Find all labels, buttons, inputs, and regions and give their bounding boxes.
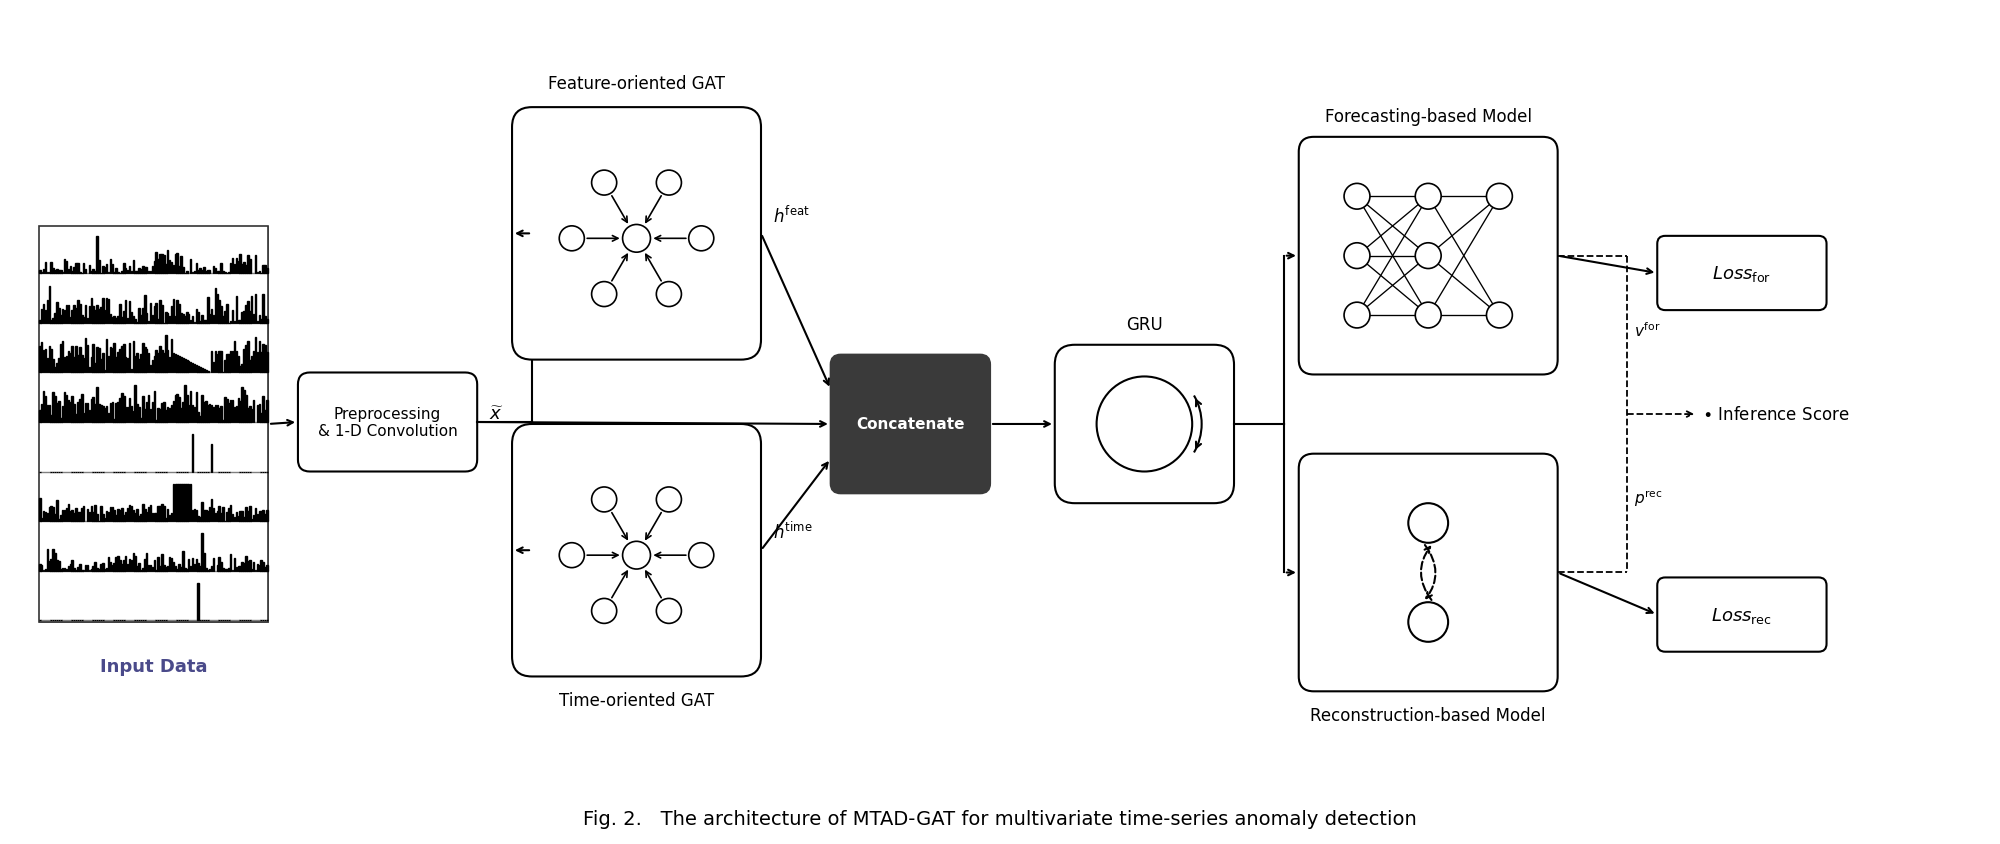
Bar: [40, 523, 268, 573]
Text: $v^{\mathrm{for}}$: $v^{\mathrm{for}}$: [1634, 322, 1660, 340]
FancyBboxPatch shape: [1658, 236, 1826, 311]
Text: $h^{\mathrm{time}}$: $h^{\mathrm{time}}$: [772, 522, 812, 543]
Circle shape: [688, 543, 714, 568]
Bar: [40, 375, 268, 425]
Circle shape: [1344, 243, 1370, 269]
Text: Forecasting-based Model: Forecasting-based Model: [1324, 108, 1532, 126]
FancyBboxPatch shape: [40, 227, 268, 622]
Text: Time-oriented GAT: Time-oriented GAT: [558, 691, 714, 710]
FancyBboxPatch shape: [512, 425, 760, 677]
Circle shape: [1416, 243, 1442, 269]
Circle shape: [656, 170, 682, 196]
Bar: [40, 474, 268, 523]
Bar: [40, 227, 268, 276]
Circle shape: [592, 598, 616, 624]
FancyBboxPatch shape: [512, 108, 760, 360]
Text: $h^{\mathrm{feat}}$: $h^{\mathrm{feat}}$: [772, 205, 810, 226]
FancyBboxPatch shape: [1054, 345, 1234, 504]
Circle shape: [592, 282, 616, 307]
Bar: [40, 326, 268, 375]
Text: $\bullet$ Inference Score: $\bullet$ Inference Score: [1702, 406, 1850, 424]
Bar: [40, 573, 268, 622]
Bar: [40, 276, 268, 326]
Text: Feature-oriented GAT: Feature-oriented GAT: [548, 75, 726, 93]
Circle shape: [622, 542, 650, 570]
Circle shape: [1096, 377, 1192, 472]
FancyBboxPatch shape: [1658, 578, 1826, 652]
Text: $p^{\mathrm{rec}}$: $p^{\mathrm{rec}}$: [1634, 489, 1662, 509]
Circle shape: [560, 543, 584, 568]
Circle shape: [622, 225, 650, 253]
Circle shape: [592, 487, 616, 512]
Circle shape: [1344, 184, 1370, 210]
Text: Concatenate: Concatenate: [856, 417, 964, 432]
Circle shape: [1416, 303, 1442, 328]
Text: $\mathit{Loss}_{\mathrm{rec}}$: $\mathit{Loss}_{\mathrm{rec}}$: [1712, 605, 1772, 625]
FancyBboxPatch shape: [1298, 454, 1558, 691]
Circle shape: [1416, 184, 1442, 210]
Text: $\widetilde{x}$: $\widetilde{x}$: [490, 406, 504, 424]
Circle shape: [1408, 603, 1448, 642]
Text: Reconstruction-based Model: Reconstruction-based Model: [1310, 706, 1546, 724]
Text: Fig. 2.   The architecture of MTAD-GAT for multivariate time-series anomaly dete: Fig. 2. The architecture of MTAD-GAT for…: [584, 809, 1416, 828]
Text: Input Data: Input Data: [100, 657, 208, 675]
Circle shape: [1486, 184, 1512, 210]
Circle shape: [1408, 504, 1448, 544]
Circle shape: [560, 226, 584, 252]
FancyBboxPatch shape: [1298, 138, 1558, 375]
FancyBboxPatch shape: [298, 373, 478, 472]
Circle shape: [592, 170, 616, 196]
Text: $\mathit{Loss}_{\mathrm{for}}$: $\mathit{Loss}_{\mathrm{for}}$: [1712, 263, 1772, 284]
Circle shape: [688, 226, 714, 252]
Bar: [40, 425, 268, 474]
Circle shape: [1486, 303, 1512, 328]
Circle shape: [656, 598, 682, 624]
Text: Preprocessing
& 1-D Convolution: Preprocessing & 1-D Convolution: [318, 406, 458, 439]
Text: GRU: GRU: [1126, 316, 1162, 333]
Circle shape: [656, 282, 682, 307]
FancyBboxPatch shape: [830, 355, 990, 494]
Circle shape: [1344, 303, 1370, 328]
Circle shape: [656, 487, 682, 512]
